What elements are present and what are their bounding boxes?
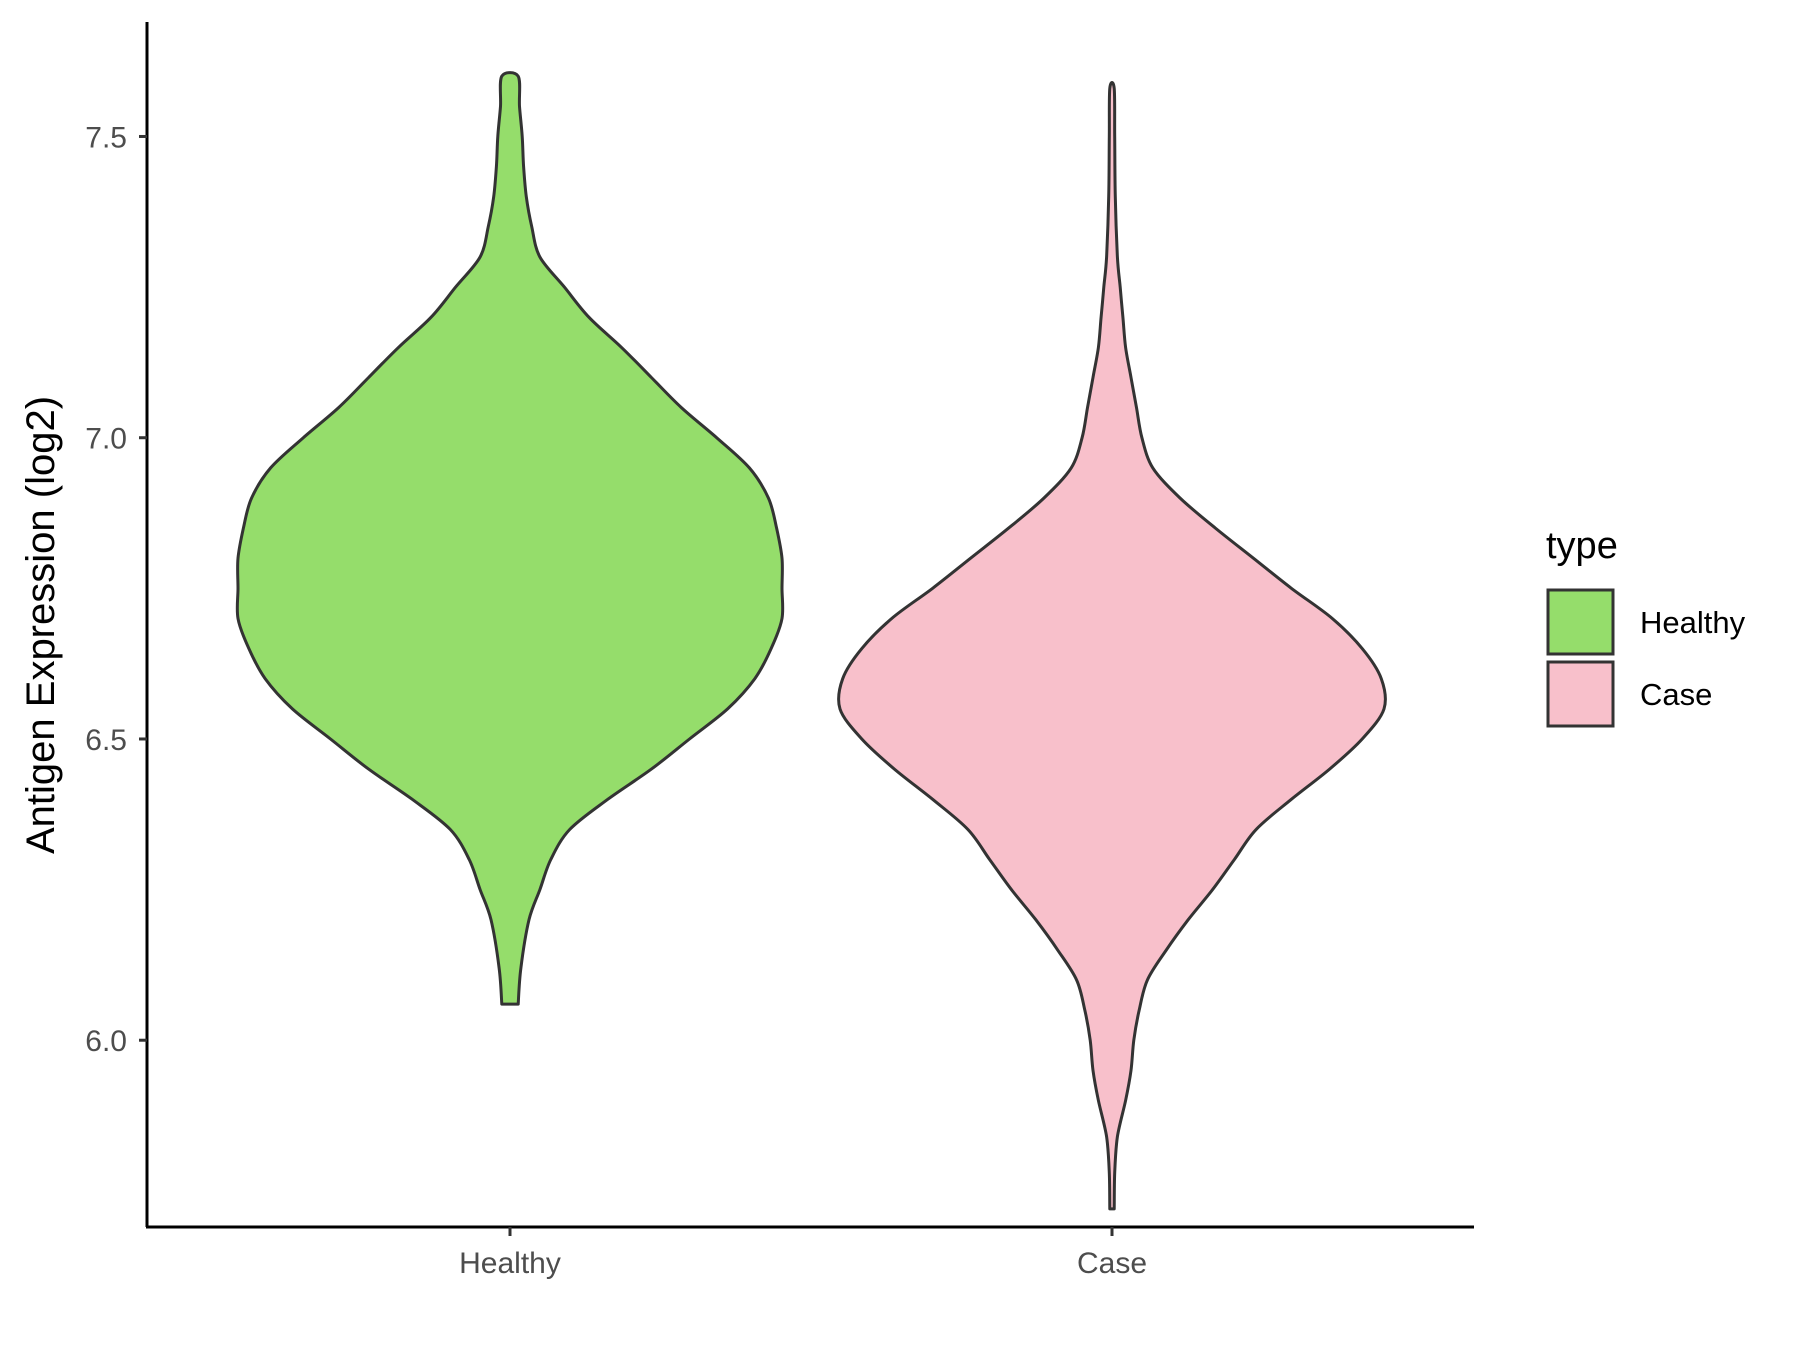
violin-layer: [235, 71, 1387, 1211]
y-axis-title: Antigen Expression (log2): [19, 396, 63, 854]
violin-case: [837, 81, 1387, 1211]
x-tick-label: Case: [1077, 1247, 1147, 1280]
y-tick-label: 7.0: [85, 423, 127, 456]
legend-label-case: Case: [1640, 677, 1712, 712]
y-tick-label: 7.5: [85, 121, 127, 154]
violin-healthy: [235, 71, 785, 1006]
legend-label-healthy: Healthy: [1640, 605, 1746, 640]
legend-key-case: [1546, 660, 1615, 728]
y-tick-label: 6.5: [85, 724, 127, 757]
legend-entries: Healthy Case: [1546, 588, 1746, 728]
y-tick-label: 6.0: [85, 1025, 127, 1058]
y-ticks: 6.0 6.5 7.0 7.5: [85, 121, 147, 1058]
legend: type Healthy Case: [1546, 525, 1746, 728]
x-tick-label: Healthy: [459, 1247, 561, 1280]
legend-key-healthy: [1546, 588, 1615, 656]
x-ticks: Healthy Case: [459, 1227, 1147, 1280]
legend-title: type: [1546, 525, 1618, 567]
